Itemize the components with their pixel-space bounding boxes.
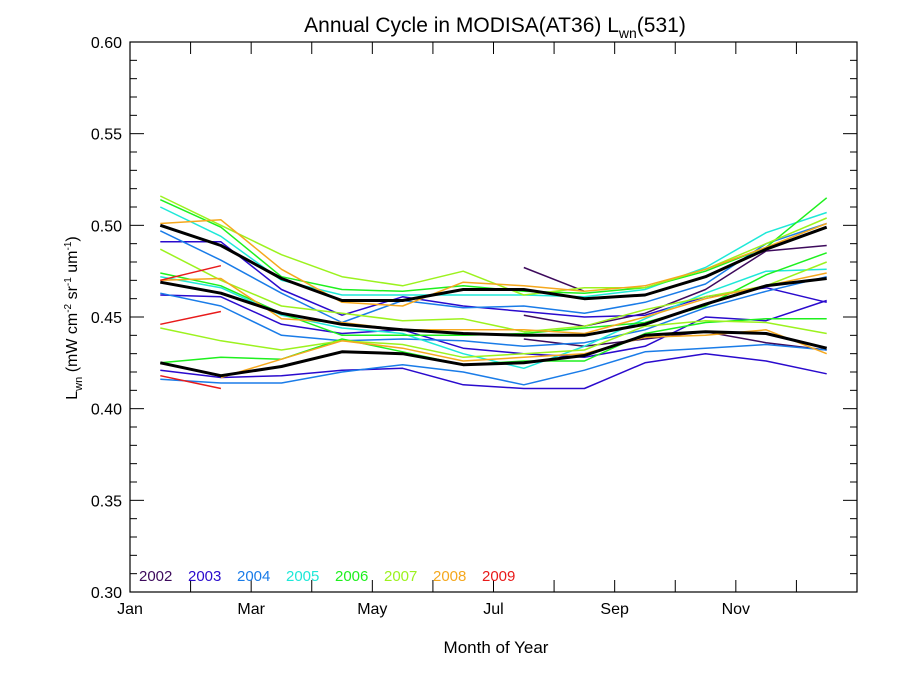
x-tick-label: Mar	[237, 601, 265, 618]
series-line-2004-3	[160, 343, 827, 386]
x-tick-label: Sep	[600, 601, 629, 618]
y-tick-label: 0.60	[91, 35, 122, 52]
y-tick-label: 0.35	[91, 493, 122, 510]
series-line-2003-3	[160, 352, 827, 390]
legend-entry-2003: 2003	[188, 568, 221, 585]
series-line-mean-2	[160, 277, 827, 337]
series-line-2009-3	[160, 374, 222, 390]
tick-marks	[130, 41, 857, 593]
series-line-2008-2	[160, 272, 827, 335]
x-tick-label: Jan	[117, 601, 143, 618]
x-tick-label: Nov	[722, 601, 750, 618]
series-line-2002-2	[523, 244, 827, 327]
series-line-2004-1	[159, 222, 827, 324]
y-tick-label: 0.30	[91, 585, 122, 602]
series-line-2006-1	[159, 197, 828, 294]
series-line-2004-2	[160, 275, 827, 348]
series-line-2007-2	[159, 248, 827, 333]
series-line-2007-1	[159, 195, 827, 296]
series-line-mean-3	[159, 330, 828, 378]
series-line-2008-1	[160, 219, 827, 307]
legend-entry-2002: 2002	[139, 568, 172, 585]
x-tick-label: May	[357, 601, 387, 618]
series-line-2007-3	[160, 319, 827, 359]
chart-title: Annual Cycle in MODISA(AT36) Lwn(531)	[304, 14, 686, 41]
y-tick-label: 0.50	[91, 218, 122, 235]
y-tick-label: 0.45	[91, 310, 122, 327]
y-tick-label: 0.40	[91, 402, 122, 419]
legend: 2002 2003 2004 2005 2006 2007 2008 2009	[139, 568, 515, 585]
series-line-2002-3	[523, 330, 827, 351]
series-line-2002-1	[523, 266, 585, 292]
legend-entry-2004: 2004	[237, 568, 270, 585]
legend-entry-2006: 2006	[335, 568, 368, 585]
legend-entry-2007: 2007	[384, 568, 417, 585]
series-line-2009-1	[160, 264, 222, 282]
y-tick-label: 0.55	[91, 127, 122, 144]
legend-entry-2009: 2009	[482, 568, 515, 585]
legend-entry-2005: 2005	[286, 568, 319, 585]
y-tick-labels: 0.30 0.35 0.40 0.45 0.50 0.55 0.60	[91, 35, 122, 602]
legend-entry-2008: 2008	[433, 568, 466, 585]
series-line-2003-2	[160, 294, 827, 359]
x-tick-label: Jul	[483, 601, 503, 618]
x-axis-label: Month of Year	[444, 638, 549, 657]
series-line-2009-2	[160, 310, 222, 326]
x-tick-labels: Jan Mar May Jul Sep Nov	[117, 601, 750, 618]
series-line-mean-1	[159, 223, 828, 302]
series-lines	[159, 195, 828, 390]
plot-area-frame	[129, 41, 858, 593]
y-axis-label: Lwn (mW cm-2 sr-1 um-1)	[63, 236, 85, 399]
